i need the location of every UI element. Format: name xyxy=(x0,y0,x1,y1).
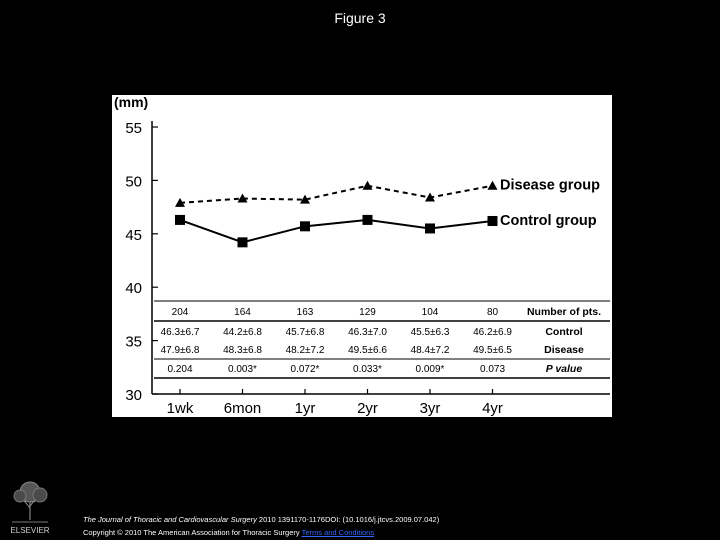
table-cell: 0.009* xyxy=(416,364,445,375)
citation: 2010 1391170-1176DOI: (10.1016/j.jtcvs.2… xyxy=(256,515,440,524)
disease-marker-point xyxy=(362,180,373,190)
control-marker-point xyxy=(425,223,435,234)
disease-marker-point xyxy=(237,193,248,203)
table-cell: 48.4±7.2 xyxy=(411,345,450,356)
table-cell: 104 xyxy=(422,307,439,318)
table-cell: 0.204 xyxy=(167,364,192,375)
line-chart: (mm) 55 50 45 40 35 30 1wk 6mon 1yr 2yr 3yr 4yr Di… xyxy=(114,95,610,417)
legend-disease-group: Disease group xyxy=(500,178,600,194)
table-cell: 129 xyxy=(359,307,376,318)
table-row-label: Control xyxy=(545,326,582,338)
terms-link[interactable]: Terms and Conditions xyxy=(301,528,375,537)
table-cell: 49.5±6.5 xyxy=(473,345,512,356)
table-cell: 0.033* xyxy=(353,364,382,375)
table-cell: 0.073 xyxy=(480,364,505,375)
table-cell: 204 xyxy=(172,307,189,318)
table-cell: 46.2±6.9 xyxy=(473,327,512,338)
x-tick-label: 1yr xyxy=(295,400,316,417)
table-cell: 48.2±7.2 xyxy=(286,345,325,356)
control-marker-point xyxy=(487,215,498,226)
elsevier-logo: ELSEVIER xyxy=(6,478,54,535)
x-ticks: 1wk 6mon 1yr 2yr 3yr 4yr xyxy=(167,389,503,417)
x-tick-label: 6mon xyxy=(224,400,262,417)
table-cell: 46.3±7.0 xyxy=(348,327,387,338)
disease-marker-point xyxy=(300,194,310,204)
chart-figure: (mm) 55 50 45 40 35 30 1wk 6mon 1yr 2yr 3yr 4yr Di… xyxy=(112,95,612,417)
table-row-label: Disease xyxy=(544,344,584,356)
x-tick-label: 2yr xyxy=(357,400,378,417)
disease-marker-point xyxy=(487,180,498,190)
control-marker-point xyxy=(300,221,310,232)
footer: The Journal of Thoracic and Cardiovascul… xyxy=(83,513,439,539)
disease-marker-point xyxy=(175,197,185,207)
copyright-line: Copyright © 2010 The American Associatio… xyxy=(83,526,439,539)
y-tick-label: 35 xyxy=(125,334,142,351)
table-cell: 0.003* xyxy=(228,364,257,375)
table-cell: 0.072* xyxy=(291,364,320,375)
table-cell: 80 xyxy=(487,307,499,318)
logo-text: ELSEVIER xyxy=(10,526,49,535)
copyright: Copyright © 2010 The American Associatio… xyxy=(83,528,302,537)
y-tick-label: 30 xyxy=(125,387,142,404)
x-tick-label: 4yr xyxy=(482,400,503,417)
legend-control-group: Control group xyxy=(500,213,597,229)
y-unit-label: (mm) xyxy=(114,95,148,110)
y-ticks: 55 50 45 40 35 30 xyxy=(125,120,158,404)
data-table: 204 164 163 129 104 80 Number of pts. 46.3±6.7 4… xyxy=(154,300,610,379)
control-marker-point xyxy=(362,214,373,225)
control-marker-point xyxy=(237,237,248,248)
y-tick-label: 50 xyxy=(125,173,142,190)
control-series-line xyxy=(179,218,493,244)
table-cell: 45.5±6.3 xyxy=(411,327,450,338)
tree-icon xyxy=(12,481,48,523)
axes xyxy=(151,121,610,395)
table-cell: 45.7±6.8 xyxy=(286,327,325,338)
figure-title: Figure 3 xyxy=(334,10,386,26)
table-cell: 163 xyxy=(297,307,314,318)
series-lines xyxy=(179,184,493,244)
table-cell: 48.3±6.8 xyxy=(223,345,262,356)
table-cell: 164 xyxy=(234,307,251,318)
disease-marker-point xyxy=(425,192,435,202)
journal-name: The Journal of Thoracic and Cardiovascul… xyxy=(83,515,257,524)
x-tick-label: 3yr xyxy=(420,400,441,417)
table-cell: 46.3±6.7 xyxy=(161,327,200,338)
table-cell: 49.5±6.6 xyxy=(348,345,387,356)
y-tick-label: 45 xyxy=(125,227,142,244)
series-markers xyxy=(175,180,498,248)
table-row-label: Number of pts. xyxy=(527,306,601,318)
y-tick-label: 55 xyxy=(125,120,142,137)
table-row-label: P value xyxy=(546,363,583,375)
table-cell: 47.9±6.8 xyxy=(161,345,200,356)
legend: Disease group Control group xyxy=(500,178,600,229)
citation-line: The Journal of Thoracic and Cardiovascul… xyxy=(83,513,439,526)
disease-series-line xyxy=(179,184,493,204)
table-cell: 44.2±6.8 xyxy=(223,327,262,338)
x-tick-label: 1wk xyxy=(167,400,194,417)
y-tick-label: 40 xyxy=(125,280,142,297)
control-marker-point xyxy=(175,214,185,225)
